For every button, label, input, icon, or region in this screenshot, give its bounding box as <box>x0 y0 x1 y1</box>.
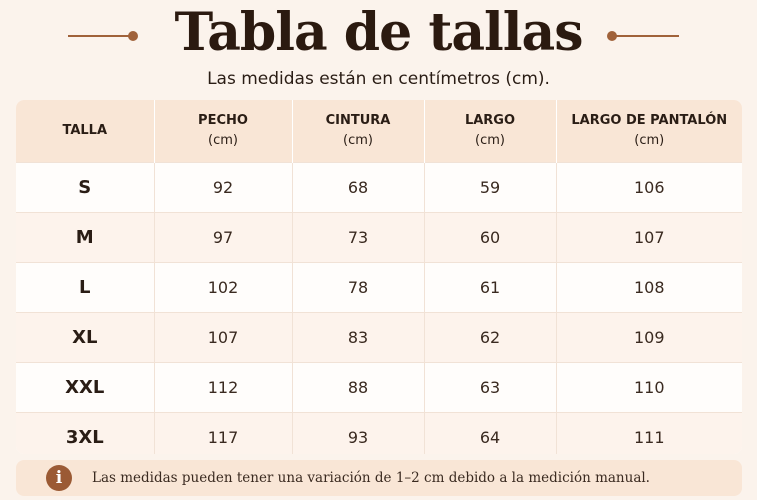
waist-cell: 88 <box>292 362 425 413</box>
waist-cell: 78 <box>292 262 425 313</box>
length-cell: 63 <box>424 362 557 413</box>
size-cell: L <box>16 262 155 313</box>
pant-length-cell: 110 <box>556 362 742 413</box>
column-header-label: LARGO DE PANTALÓN <box>571 113 728 128</box>
waist-cell: 68 <box>292 162 425 213</box>
pant-length-cell: 111 <box>556 412 742 454</box>
waist-cell: 93 <box>292 412 425 454</box>
page-subtitle: Las medidas están en centímetros (cm). <box>207 69 550 89</box>
table-row: L 102 78 61 108 <box>16 262 742 313</box>
size-cell: XL <box>16 312 155 363</box>
table-row: S 92 68 59 106 <box>16 162 742 213</box>
column-header-unit: (cm) <box>634 133 665 148</box>
column-header-talla: TALLA <box>16 100 155 163</box>
table-row: M 97 73 60 107 <box>16 212 742 263</box>
pant-length-cell: 107 <box>556 212 742 263</box>
column-header-label: LARGO <box>464 113 516 128</box>
decorative-dot-right <box>607 31 617 41</box>
length-cell: 61 <box>424 262 557 313</box>
size-cell: M <box>16 212 155 263</box>
table-row: XXL 112 88 63 110 <box>16 362 742 413</box>
column-header-largo: LARGO (cm) <box>424 100 557 163</box>
size-cell: 3XL <box>16 412 155 454</box>
size-table: TALLA PECHO (cm) CINTURA (cm) LARGO (cm)… <box>16 100 742 454</box>
decorative-line-right <box>616 35 679 37</box>
column-header-unit: (cm) <box>343 133 373 148</box>
table-header-row: TALLA PECHO (cm) CINTURA (cm) LARGO (cm)… <box>16 100 742 163</box>
column-header-label: PECHO <box>198 113 248 128</box>
measurement-note: i Las medidas pueden tener una variación… <box>16 460 742 496</box>
pant-length-cell: 109 <box>556 312 742 363</box>
size-table-container: TALLA PECHO (cm) CINTURA (cm) LARGO (cm)… <box>16 100 742 454</box>
column-header-cintura: CINTURA (cm) <box>292 100 425 163</box>
note-text: Las medidas pueden tener una variación d… <box>92 470 650 486</box>
table-row: XL 107 83 62 109 <box>16 312 742 363</box>
column-header-unit: (cm) <box>208 133 238 148</box>
chest-cell: 117 <box>154 412 293 454</box>
length-cell: 60 <box>424 212 557 263</box>
pant-length-cell: 108 <box>556 262 742 313</box>
table-row: 3XL 117 93 64 111 <box>16 412 742 454</box>
length-cell: 62 <box>424 312 557 363</box>
column-header-label: CINTURA <box>325 113 391 128</box>
page-title: Tabla de tallas <box>174 2 583 63</box>
waist-cell: 83 <box>292 312 425 363</box>
info-icon: i <box>46 465 72 491</box>
chest-cell: 107 <box>154 312 293 363</box>
title-row: Tabla de tallas <box>0 0 757 66</box>
size-cell: XXL <box>16 362 155 413</box>
column-header-unit: (cm) <box>475 133 505 148</box>
column-header-pecho: PECHO (cm) <box>154 100 293 163</box>
column-header-largo-pantalon: LARGO DE PANTALÓN (cm) <box>556 100 742 163</box>
decorative-line-left <box>68 35 132 37</box>
pant-length-cell: 106 <box>556 162 742 213</box>
waist-cell: 73 <box>292 212 425 263</box>
chest-cell: 102 <box>154 262 293 313</box>
length-cell: 64 <box>424 412 557 454</box>
size-cell: S <box>16 162 155 213</box>
chest-cell: 97 <box>154 212 293 263</box>
chest-cell: 112 <box>154 362 293 413</box>
decorative-dot-left <box>128 31 138 41</box>
chest-cell: 92 <box>154 162 293 213</box>
length-cell: 59 <box>424 162 557 213</box>
column-header-label: TALLA <box>62 123 108 138</box>
